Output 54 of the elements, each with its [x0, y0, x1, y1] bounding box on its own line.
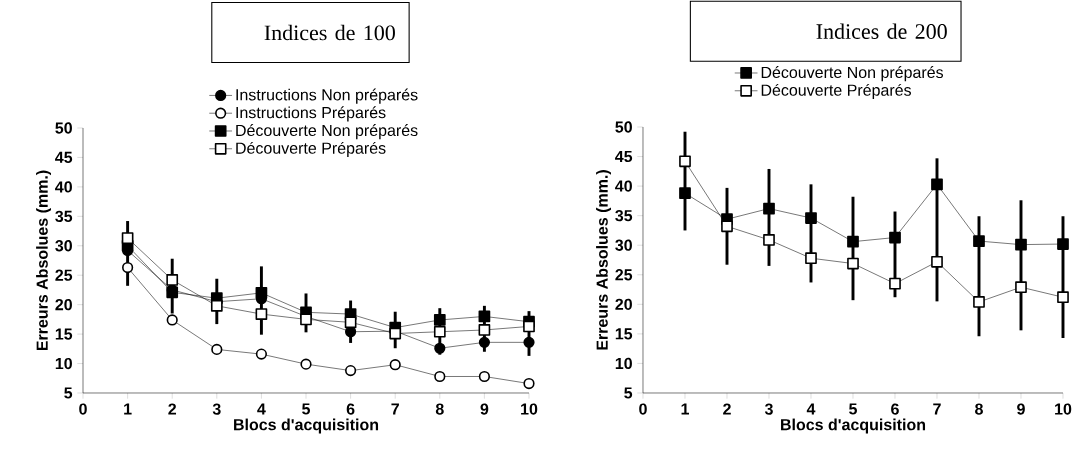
y-tick-label: 5	[624, 387, 633, 399]
y-tick-label: 35	[55, 210, 73, 223]
y-tick-label: 30	[55, 240, 72, 252]
legend-label: Découverte Préparés	[761, 83, 912, 99]
x-tick-label: 9	[1017, 403, 1025, 415]
x-tick-label: 6	[346, 403, 355, 415]
x-tick-label: 2	[168, 403, 177, 415]
x-tick-label: 10	[1055, 403, 1072, 415]
y-tick-label: 5	[64, 387, 73, 399]
x-axis-title: Blocs d'acquisition	[234, 418, 379, 434]
y-axis-title: Erreurs Absolues (mm.)	[36, 170, 51, 351]
x-tick-label: 2	[723, 403, 731, 415]
x-tick-label: 8	[975, 403, 983, 415]
legend-label: Instructions Non préparés	[236, 88, 418, 104]
x-tick-label: 1	[681, 403, 689, 415]
chart-title: Indices de 200	[816, 23, 947, 39]
y-tick-label: 50	[615, 121, 632, 133]
x-tick-label: 3	[212, 403, 221, 415]
y-tick-label: 45	[55, 151, 73, 164]
x-tick-label: 6	[891, 403, 899, 415]
y-tick-label: 40	[55, 181, 72, 193]
x-axis-title: Blocs d'acquisition	[781, 418, 926, 434]
x-tick-label: 0	[639, 403, 647, 415]
y-tick-label: 30	[615, 239, 632, 251]
x-tick-label: 8	[435, 403, 444, 415]
y-tick-label: 45	[615, 150, 633, 163]
chart-title: Indices de 100	[264, 24, 395, 41]
legend-label: Instructions Préparés	[236, 106, 386, 122]
y-tick-label: 35	[615, 209, 633, 222]
y-tick-label: 10	[615, 357, 632, 370]
x-tick-label: 4	[257, 403, 266, 415]
x-tick-label: 9	[480, 403, 489, 415]
x-tick-label: 10	[521, 403, 538, 415]
y-tick-label: 40	[615, 180, 632, 192]
y-tick-label: 20	[615, 298, 632, 310]
x-tick-label: 3	[764, 403, 773, 415]
y-axis-title: Erreurs Absolues (mm.)	[596, 170, 611, 350]
x-tick-label: 5	[849, 403, 857, 415]
y-tick-label: 15	[615, 328, 633, 340]
legend-label: Découverte Non préparés	[761, 66, 944, 82]
x-tick-label: 1	[124, 403, 132, 415]
x-tick-label: 0	[79, 403, 87, 415]
x-tick-label: 7	[391, 403, 399, 415]
y-tick-label: 20	[55, 299, 72, 311]
y-tick-label: 10	[55, 357, 72, 370]
legend-label: Découverte Non préparés	[236, 124, 418, 140]
x-tick-label: 4	[806, 403, 816, 415]
x-tick-label: 7	[933, 403, 941, 415]
y-tick-label: 25	[615, 269, 633, 281]
y-tick-label: 50	[55, 122, 72, 134]
x-tick-label: 5	[302, 403, 311, 415]
y-tick-label: 25	[55, 269, 73, 281]
y-tick-label: 15	[55, 328, 73, 340]
legend-label: Découverte Préparés	[236, 141, 386, 157]
